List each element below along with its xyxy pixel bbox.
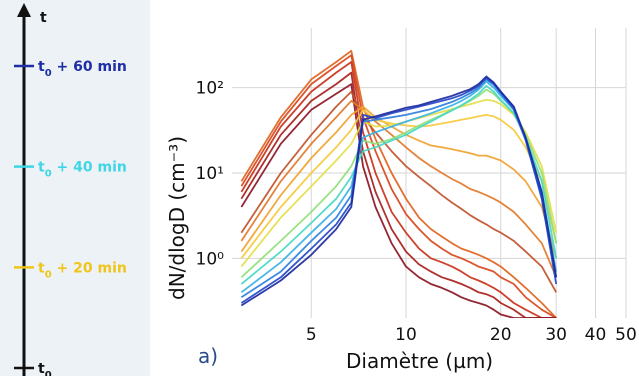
time-axis-label: t: [40, 10, 47, 26]
chart-svg: 5 10 20 30 40 50 10⁰ 10¹ 10² Diamètre (µm) dN/dl…: [165, 28, 637, 373]
timeline-mark-subscript: 0: [45, 269, 52, 280]
time-legend: t t0 + 60 min t0 + 40 min t0 + 20 min t0: [0, 0, 150, 376]
timeline-mark-suffix: + 60 min: [52, 59, 127, 75]
timeline-mark-label: t0 + 20 min: [38, 260, 127, 280]
timeline-mark-subscript: 0: [45, 370, 52, 376]
x-tick-label: 5: [306, 325, 317, 345]
series-line-11: [240, 84, 558, 285]
series-line-0: [240, 49, 557, 318]
time-axis-arrow-icon: [17, 3, 31, 17]
series-line-8: [240, 108, 558, 259]
y-axis-label: dN/dlogD (cm⁻³): [165, 136, 189, 300]
y-tick-label: 10¹: [196, 164, 224, 184]
tick-labels: 5 10 20 30 40 50 10⁰ 10¹ 10²: [196, 79, 637, 345]
timeline-mark-label: t0 + 40 min: [38, 160, 127, 180]
timeline-mark-base: t: [38, 59, 45, 75]
series-line-5: [240, 90, 557, 293]
x-tick-label: 10: [395, 325, 417, 345]
series-line-2: [240, 61, 557, 318]
timeline-mark-base: t: [38, 361, 45, 376]
x-tick-label: 30: [545, 325, 567, 345]
y-tick-label: 10²: [196, 79, 224, 99]
series-group: [240, 49, 558, 318]
size-distribution-chart: 5 10 20 30 40 50 10⁰ 10¹ 10² Diamètre (µm) dN/dl…: [150, 0, 639, 376]
series-line-13: [240, 78, 558, 299]
series-line-9: [240, 98, 558, 268]
timeline-mark-label: t0: [38, 361, 52, 376]
series-line-15: [240, 75, 558, 307]
series-line-4: [240, 83, 557, 318]
timeline-mark-subscript: 0: [45, 169, 52, 180]
series-line-1: [240, 54, 557, 318]
timeline-mark-base: t: [38, 260, 45, 276]
timeline-mark-subscript: 0: [45, 68, 52, 79]
series-line-3: [240, 71, 557, 318]
x-tick-label: 40: [585, 325, 607, 345]
y-tick-label: 10⁰: [196, 249, 225, 269]
series-line-6: [240, 100, 558, 278]
panel-label: a): [198, 344, 218, 368]
x-axis-label: Diamètre (µm): [346, 349, 493, 373]
timeline-mark-suffix: + 20 min: [52, 260, 127, 276]
series-line-12: [240, 80, 558, 294]
x-tick-label: 50: [615, 325, 637, 345]
timeline-mark-label: t0 + 60 min: [38, 59, 127, 79]
series-line-7: [240, 105, 558, 259]
timeline-mark-base: t: [38, 160, 45, 176]
grid-lines: [232, 28, 627, 318]
x-tick-label: 20: [490, 325, 512, 345]
timeline-mark-suffix: + 40 min: [52, 160, 127, 176]
